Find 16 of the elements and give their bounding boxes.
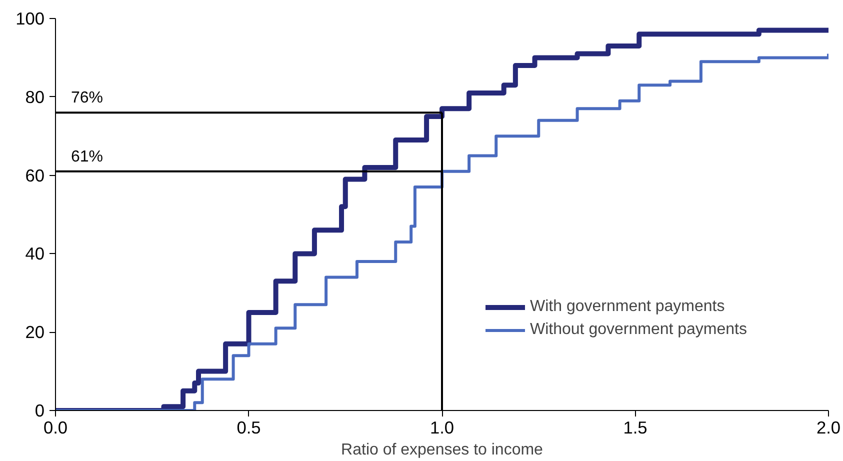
x-axis-title: Ratio of expenses to income	[341, 442, 544, 458]
y-tick-label: 60	[25, 165, 45, 186]
y-tick-label: 20	[25, 322, 45, 342]
x-tick-label: 1.0	[430, 418, 454, 438]
y-tick-label: 80	[25, 86, 45, 107]
legend-label: Without government payments	[530, 321, 747, 339]
legend-label: With government payments	[530, 298, 725, 316]
x-tick-label: 1.5	[623, 418, 648, 438]
x-tick-label: 0.0	[43, 418, 68, 438]
ref-line-label: 61%	[70, 148, 103, 166]
ref-line-label: 76%	[70, 90, 103, 107]
x-tick-label: 0.5	[236, 418, 261, 438]
y-tick-label: 40	[25, 244, 45, 264]
x-tick-label: 2.0	[816, 418, 841, 438]
y-tick-label: 100	[16, 8, 45, 28]
y-tick-label: 0	[34, 400, 45, 420]
